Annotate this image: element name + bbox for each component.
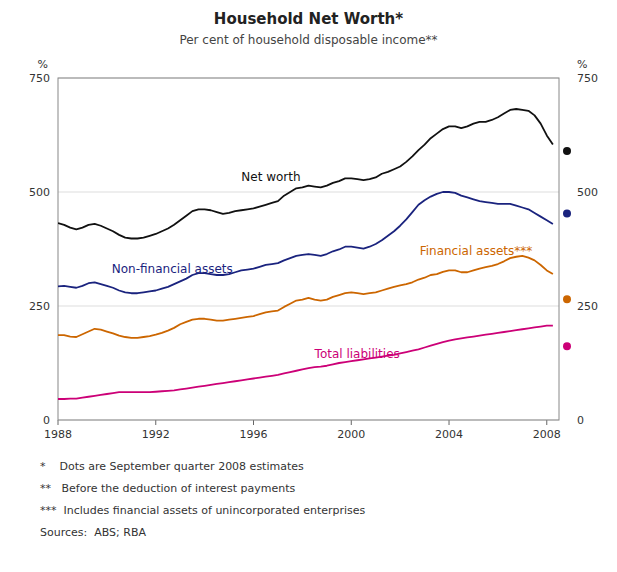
series-label: Net worth (241, 170, 300, 184)
estimate-dot (563, 342, 571, 350)
x-tick-label: 1992 (142, 428, 170, 441)
lines (58, 109, 553, 399)
x-tick (546, 420, 547, 425)
y2-axis-label: % (577, 58, 587, 71)
y-axis-label: % (38, 58, 48, 71)
y-tick-label: 500 (29, 186, 50, 199)
x-tick (253, 420, 254, 425)
series-line (58, 192, 553, 293)
x-tick-label: 2000 (337, 428, 365, 441)
x-tick-label: 2008 (533, 428, 561, 441)
title: Household Net Worth* (214, 10, 403, 28)
y2-tick-label: 250 (577, 300, 598, 313)
x-tick (58, 420, 59, 425)
series-label: Non-financial assets (112, 262, 233, 276)
series-label: Total liabilities (314, 347, 400, 361)
y2-tick-label: 750 (577, 72, 598, 85)
y2-tick-label: 500 (577, 186, 598, 199)
y-tick-label: 250 (29, 300, 50, 313)
grid-line (58, 306, 559, 307)
x-tick-label: 2004 (435, 428, 463, 441)
grid (58, 78, 559, 420)
footnote: *** Includes financial assets of unincor… (40, 504, 366, 517)
estimate-dot (563, 295, 571, 303)
x-tick-label: 1988 (44, 428, 72, 441)
footnote: * Dots are September quarter 2008 estima… (40, 460, 304, 473)
y2-tick-label: 0 (577, 414, 584, 427)
x-tick (351, 420, 352, 425)
y-tick-label: 0 (43, 414, 50, 427)
series-label: Financial assets*** (420, 244, 533, 258)
series-line (58, 326, 553, 399)
footnote: Sources: ABS; RBA (40, 526, 146, 539)
x-tick (449, 420, 450, 425)
footnote: ** Before the deduction of interest paym… (40, 482, 296, 495)
series-line (58, 256, 553, 338)
grid-line (58, 192, 559, 193)
estimate-dot (563, 147, 571, 155)
x-tick (155, 420, 156, 425)
chart: Household Net Worth* Per cent of househol… (0, 0, 617, 572)
x-tick-label: 1996 (240, 428, 268, 441)
y-tick-label: 750 (29, 72, 50, 85)
subtitle: Per cent of household disposable income*… (179, 33, 437, 47)
plot-frame (58, 78, 559, 420)
series-line (58, 109, 553, 239)
estimate-dot (563, 209, 571, 217)
